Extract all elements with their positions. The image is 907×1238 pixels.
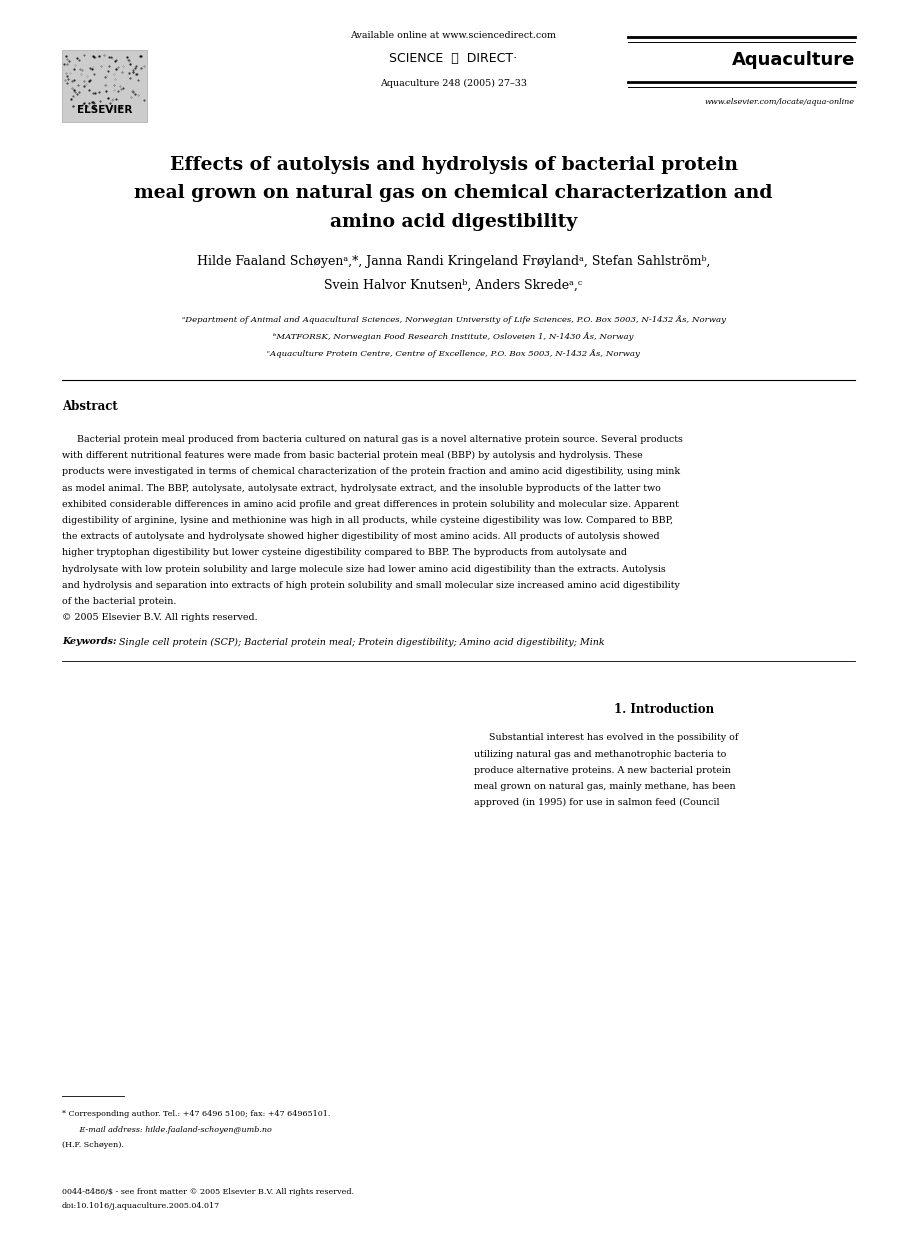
Text: Substantial interest has evolved in the possibility of: Substantial interest has evolved in the … [473,733,738,743]
Text: ELSEVIER: ELSEVIER [77,105,132,115]
Text: doi:10.1016/j.aquaculture.2005.04.017: doi:10.1016/j.aquaculture.2005.04.017 [62,1202,220,1211]
Text: and hydrolysis and separation into extracts of high protein solubility and small: and hydrolysis and separation into extra… [62,581,680,589]
Text: Svein Halvor Knutsenᵇ, Anders Skredeᵃ,ᶜ: Svein Halvor Knutsenᵇ, Anders Skredeᵃ,ᶜ [325,279,582,292]
Text: Aquaculture: Aquaculture [732,51,855,69]
Text: www.elsevier.com/locate/aqua-online: www.elsevier.com/locate/aqua-online [705,98,855,106]
Text: the extracts of autolysate and hydrolysate showed higher digestibility of most a: the extracts of autolysate and hydrolysa… [62,532,659,541]
Bar [62,50,147,123]
Text: 0044-8486/$ - see front matter © 2005 Elsevier B.V. All rights reserved.: 0044-8486/$ - see front matter © 2005 El… [62,1188,354,1196]
Text: Abstract: Abstract [62,400,118,413]
Text: ᵃDepartment of Animal and Aquacultural Sciences, Norwegian University of Life Sc: ᵃDepartment of Animal and Aquacultural S… [181,316,726,324]
Text: amino acid digestibility: amino acid digestibility [330,213,577,232]
Text: * Corresponding author. Tel.: +47 6496 5100; fax: +47 64965101.: * Corresponding author. Tel.: +47 6496 5… [62,1110,330,1118]
Text: exhibited considerable differences in amino acid profile and great differences i: exhibited considerable differences in am… [62,500,678,509]
Text: Keywords:: Keywords: [62,638,116,646]
Text: with different nutritional features were made from basic bacterial protein meal : with different nutritional features were… [62,451,643,461]
Text: digestibility of arginine, lysine and methionine was high in all products, while: digestibility of arginine, lysine and me… [62,516,673,525]
Text: Bacterial protein meal produced from bacteria cultured on natural gas is a novel: Bacterial protein meal produced from bac… [62,435,683,444]
Text: Available online at www.sciencedirect.com: Available online at www.sciencedirect.co… [350,31,557,40]
Text: Effects of autolysis and hydrolysis of bacterial protein: Effects of autolysis and hydrolysis of b… [170,156,737,175]
Text: E-mail address: hilde.faaland-schoyen@umb.no: E-mail address: hilde.faaland-schoyen@um… [72,1125,272,1134]
Text: produce alternative proteins. A new bacterial protein: produce alternative proteins. A new bact… [473,766,730,775]
Text: products were investigated in terms of chemical characterization of the protein : products were investigated in terms of c… [62,468,680,477]
Text: meal grown on natural gas on chemical characterization and: meal grown on natural gas on chemical ch… [134,184,773,203]
Text: meal grown on natural gas, mainly methane, has been: meal grown on natural gas, mainly methan… [473,782,736,791]
Text: utilizing natural gas and methanotrophic bacteria to: utilizing natural gas and methanotrophic… [473,749,726,759]
Text: Aquaculture 248 (2005) 27–33: Aquaculture 248 (2005) 27–33 [380,78,527,88]
Text: (H.F. Schøyen).: (H.F. Schøyen). [62,1141,124,1149]
Text: higher tryptophan digestibility but lower cysteine digestibility compared to BBP: higher tryptophan digestibility but lowe… [62,548,627,557]
Text: Hilde Faaland Schøyenᵃ,*, Janna Randi Kringeland Frøylandᵃ, Stefan Sahlströmᵇ,: Hilde Faaland Schøyenᵃ,*, Janna Randi Kr… [197,255,710,269]
Text: ᶜAquaculture Protein Centre, Centre of Excellence, P.O. Box 5003, N-1432 Ås, Nor: ᶜAquaculture Protein Centre, Centre of E… [268,349,639,358]
Text: as model animal. The BBP, autolysate, autolysate extract, hydrolysate extract, a: as model animal. The BBP, autolysate, au… [62,484,661,493]
Text: SCIENCE  ⓐ  DIRECT·: SCIENCE ⓐ DIRECT· [389,52,518,64]
Text: of the bacterial protein.: of the bacterial protein. [62,597,176,605]
Text: 1. Introduction: 1. Introduction [614,703,715,717]
Text: Single cell protein (SCP); Bacterial protein meal; Protein digestibility; Amino : Single cell protein (SCP); Bacterial pro… [115,638,604,646]
Text: ᵇMATFORSK, Norwegian Food Research Institute, Osloveien 1, N-1430 Ås, Norway: ᵇMATFORSK, Norwegian Food Research Insti… [273,333,634,342]
Text: approved (in 1995) for use in salmon feed (Council: approved (in 1995) for use in salmon fee… [473,799,719,807]
Text: hydrolysate with low protein solubility and large molecule size had lower amino : hydrolysate with low protein solubility … [62,565,666,573]
Text: © 2005 Elsevier B.V. All rights reserved.: © 2005 Elsevier B.V. All rights reserved… [62,613,258,623]
